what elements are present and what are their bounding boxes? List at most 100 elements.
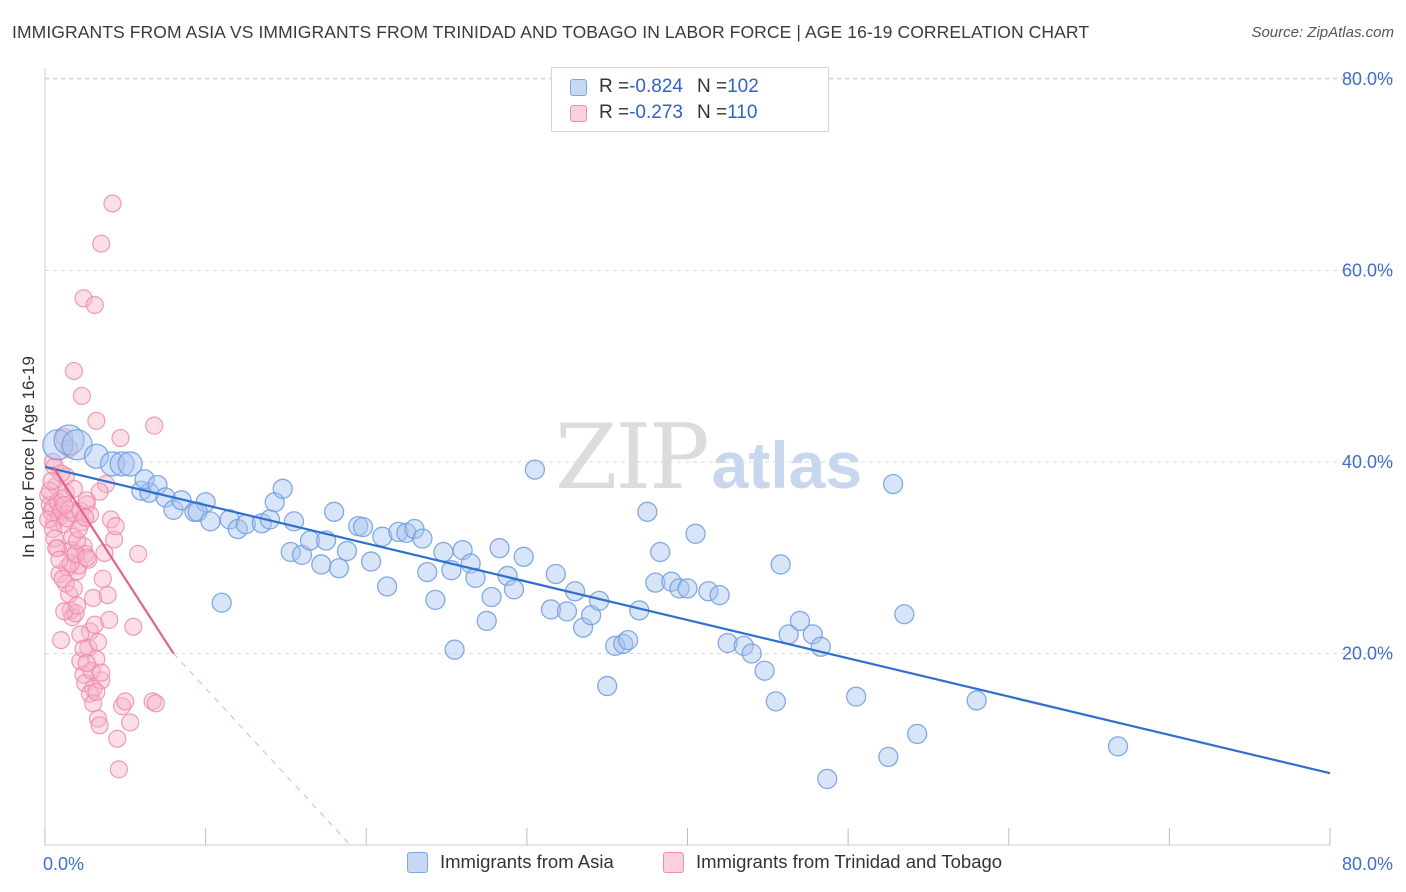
tt-point [50,550,69,569]
asia-point [733,635,754,656]
asia-point [617,629,639,651]
asia-point [323,501,345,522]
asia-point [476,610,497,632]
asia-point [444,639,465,660]
y-tick-label: 40.0% [1342,452,1393,472]
tt-point [87,411,106,430]
tt-point [51,630,71,650]
tt-point [106,517,125,536]
tt-point [84,588,103,608]
tt-trend-extension [173,653,351,846]
tt-point [55,495,74,515]
series-label-tt: Immigrants from Trinidad and Tobago [696,851,1003,872]
tt-point [84,694,103,713]
asia-point [765,691,786,712]
legend-r-value: -0.273 [629,102,683,123]
asia-point [503,579,525,600]
asia-point [709,584,730,606]
tt-point [93,569,112,588]
asia-point [433,541,454,563]
tt-point [66,544,85,564]
x-tick-label: 0.0% [43,854,84,874]
asia-point [754,660,775,681]
asia-point [117,451,143,477]
axes [44,68,1331,846]
series-swatch-asia [407,851,428,873]
asia-point [741,643,762,664]
watermark: ZIPatlas [555,405,862,510]
legend-n-value: 110 [727,102,758,123]
tt-point [85,295,104,315]
tt-point [98,585,117,605]
asia-point [572,617,594,638]
legend-r-value: -0.824 [629,76,683,97]
legend-swatch-tt [570,104,587,122]
y-tick-label: 20.0% [1342,644,1393,664]
asia-point [882,473,904,495]
asia-point [770,554,791,575]
asia-point [966,690,987,711]
tt-point [64,579,84,598]
watermark-atlas: atlas [711,428,863,502]
tt-point [74,289,93,308]
tt-point [61,554,80,573]
asia-point [556,601,578,622]
tt-point [64,361,84,381]
tt-point [92,234,111,253]
chart-title: IMMIGRANTS FROM ASIA VS IMMIGRANTS FROM … [12,22,1090,42]
asia-point [817,768,838,790]
tt-point [66,604,85,623]
legend-n-value: 102 [727,76,759,97]
tt-point [74,639,93,658]
asia-point [53,424,85,456]
asia-point [134,469,155,490]
tt-point [104,530,124,549]
tt-point [71,625,90,644]
tt-point [42,472,61,491]
tt-point [116,692,135,711]
asia-trend-line [44,465,1331,775]
asia-point [524,459,546,480]
tt-point [87,682,106,701]
tt-point [129,544,148,564]
series-label-asia: Immigrants from Asia [440,851,614,872]
tt-point [77,653,96,673]
asia-point [597,675,618,697]
tt-point [103,194,122,213]
asia-point [717,632,738,654]
asia-point [360,551,382,572]
asia-point [677,578,698,599]
y-axis-label: In Labor Force | Age 16-19 [19,356,38,558]
tt-point [47,539,66,558]
asia-point [272,478,293,499]
y-tick-label: 80.0% [1342,69,1393,89]
x-tick-label: 80.0% [1342,854,1393,874]
legend-n-label: N = [696,76,728,97]
tt-point [145,416,164,435]
series-swatch-tt [663,851,684,873]
legend-row-asia: R = -0.824 N = 102 [570,75,759,99]
asia-point [352,516,374,538]
asia-point [481,586,502,608]
asia-point [645,572,666,593]
tt-point [121,713,140,732]
asia-point [109,451,135,477]
tt-point [69,519,88,539]
asia-point [83,443,110,469]
asia-point [328,558,350,579]
legend-swatch-asia [570,78,587,96]
asia-point [540,599,562,620]
tt-point [90,716,109,735]
legend-row-tt: R = -0.273 N = 110 [570,101,757,125]
tt-point [92,663,111,682]
asia-point [605,635,626,656]
tt-point [68,596,87,615]
asia-point [425,589,446,611]
series-legend: Immigrants from Asia Immigrants from Tri… [0,851,1406,877]
series-legend-asia: Immigrants from Asia [407,851,614,873]
asia-point [99,451,126,477]
tt-point [85,615,104,634]
asia-point [637,501,658,522]
asia-point [669,578,690,599]
legend-n-label: N = [696,102,728,123]
